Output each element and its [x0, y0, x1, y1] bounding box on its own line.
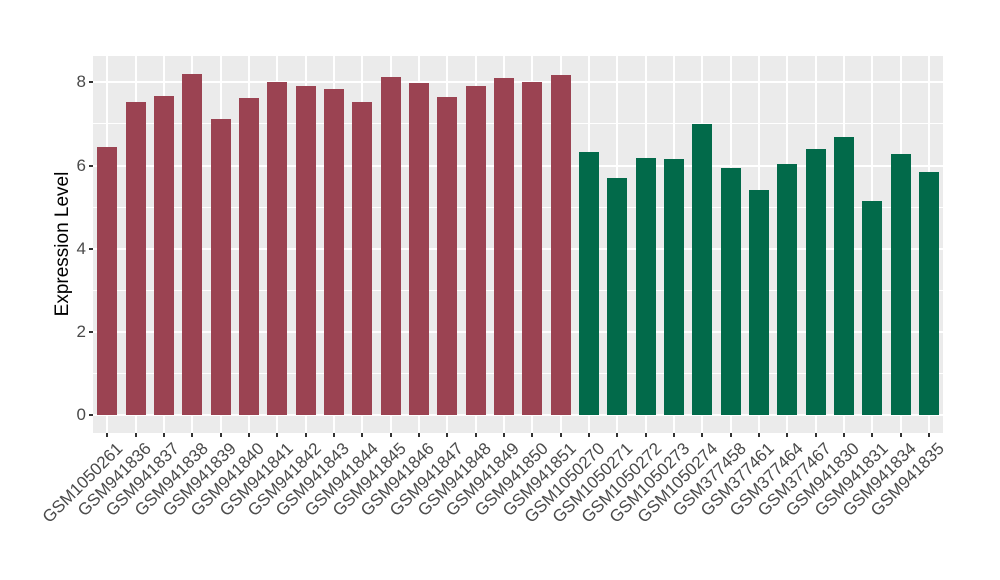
x-tick-mark-GSM941849: [502, 433, 505, 437]
bar-GSM941842: [295, 85, 316, 415]
x-tick-mark-GSM941839: [219, 433, 222, 437]
bar-GSM941843: [323, 89, 344, 415]
x-tick-mark-GSM941850: [531, 433, 534, 437]
bar-GSM941845: [380, 77, 401, 415]
x-tick-mark-GSM941840: [247, 433, 250, 437]
bar-GSM1050274: [692, 123, 713, 415]
bar-GSM941835: [918, 171, 939, 415]
x-tick-mark-GSM941835: [927, 433, 930, 437]
gridline-minor-y1: [93, 372, 943, 374]
bar-GSM941851: [550, 75, 571, 415]
x-tick-mark-GSM941843: [332, 433, 335, 437]
bar-GSM377464: [777, 164, 798, 415]
x-tick-mark-GSM941845: [389, 433, 392, 437]
y-tick-label-4: 4: [76, 238, 86, 258]
gridline-major-y6: [93, 164, 943, 167]
bar-GSM941834: [890, 153, 911, 415]
y-tick-mark-6: [89, 164, 93, 167]
bar-GSM941838: [182, 73, 203, 415]
x-tick-mark-GSM377467: [814, 433, 817, 437]
x-tick-mark-GSM377461: [757, 433, 760, 437]
y-tick-mark-4: [89, 247, 93, 250]
x-tick-mark-GSM941830: [842, 433, 845, 437]
x-tick-mark-GSM941834: [899, 433, 902, 437]
bar-GSM1050261: [97, 146, 118, 415]
bar-GSM1050272: [635, 158, 656, 415]
bar-GSM941840: [238, 98, 259, 415]
bar-GSM377461: [748, 190, 769, 415]
x-tick-mark-GSM1050273: [672, 433, 675, 437]
gridline-major-y0: [93, 414, 943, 416]
gridline-major-y2: [93, 330, 943, 333]
y-tick-mark-0: [89, 414, 93, 416]
x-tick-mark-GSM377458: [729, 433, 732, 437]
x-tick-mark-GSM941851: [559, 433, 562, 437]
y-tick-label-2: 2: [76, 321, 86, 341]
gridline-major-y8: [93, 81, 943, 84]
x-tick-mark-GSM1050272: [644, 433, 647, 437]
bar-GSM941830: [833, 137, 854, 415]
bar-GSM941831: [862, 200, 883, 415]
x-tick-mark-GSM377464: [786, 433, 789, 437]
x-tick-mark-GSM1050270: [587, 433, 590, 437]
y-tick-label-8: 8: [76, 72, 86, 92]
x-tick-mark-GSM1050271: [616, 433, 619, 437]
y-tick-mark-2: [89, 330, 93, 333]
x-tick-mark-GSM1050261: [106, 433, 109, 437]
bar-GSM1050273: [663, 159, 684, 415]
bar-GSM941841: [267, 81, 288, 415]
x-tick-mark-GSM941842: [304, 433, 307, 437]
bar-GSM941837: [153, 96, 174, 415]
x-tick-mark-GSM1050274: [701, 433, 704, 437]
gridline-minor-y5: [93, 206, 943, 208]
x-tick-mark-GSM941846: [417, 433, 420, 437]
x-tick-mark-GSM941836: [134, 433, 137, 437]
bar-GSM1050270: [578, 152, 599, 415]
bar-GSM941850: [522, 82, 543, 415]
bar-GSM377458: [720, 167, 741, 415]
x-tick-mark-GSM941848: [474, 433, 477, 437]
x-tick-mark-GSM941838: [191, 433, 194, 437]
gridline-minor-y3: [93, 289, 943, 291]
x-tick-mark-GSM941837: [162, 433, 165, 437]
bar-GSM941839: [210, 118, 231, 415]
bar-GSM941836: [125, 101, 146, 415]
y-tick-label-6: 6: [76, 155, 86, 175]
y-tick-label-0: 0: [76, 405, 86, 424]
bar-GSM1050271: [607, 177, 628, 415]
bar-GSM941849: [493, 78, 514, 415]
bar-GSM941844: [352, 102, 373, 415]
gridline-major-y4: [93, 247, 943, 250]
x-tick-mark-GSM941841: [276, 433, 279, 437]
bar-GSM941848: [465, 86, 486, 415]
bar-GSM377467: [805, 148, 826, 415]
y-tick-mark-8: [89, 81, 93, 84]
x-tick-mark-GSM941831: [871, 433, 874, 437]
bar-GSM941847: [437, 97, 458, 415]
x-tick-mark-GSM941844: [361, 433, 364, 437]
plot-panel: [93, 56, 943, 433]
x-tick-mark-GSM941847: [446, 433, 449, 437]
bar-GSM941846: [408, 83, 429, 415]
gridline-minor-y7: [93, 123, 943, 125]
